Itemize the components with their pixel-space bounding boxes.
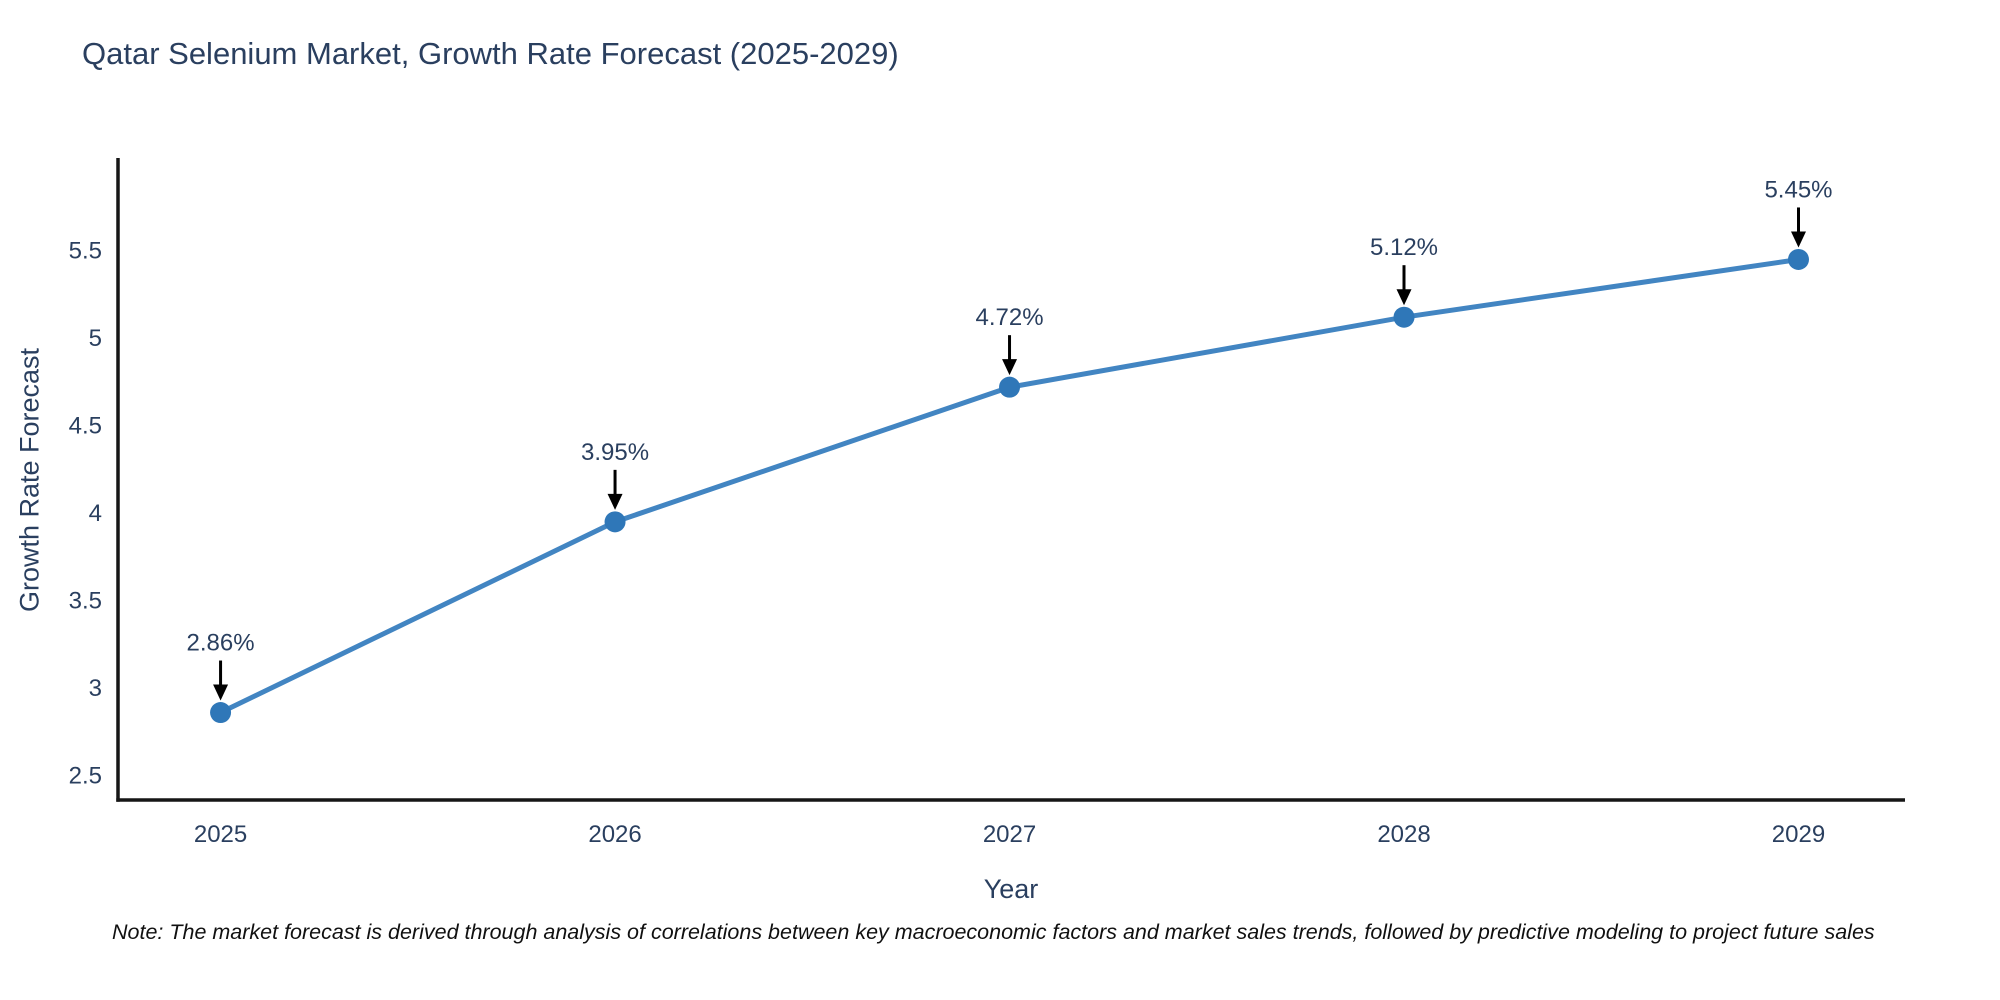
- data-point[interactable]: [210, 702, 232, 724]
- y-tick-label: 3.5: [69, 588, 102, 615]
- point-label: 5.12%: [1370, 234, 1438, 261]
- footnote: Note: The market forecast is derived thr…: [112, 920, 1875, 944]
- point-label: 3.95%: [581, 439, 649, 466]
- annotation-arrowhead: [1790, 231, 1806, 248]
- data-point[interactable]: [604, 511, 626, 533]
- y-tick-label: 5.5: [69, 238, 102, 265]
- data-point[interactable]: [1393, 306, 1415, 328]
- x-tick-label: 2025: [194, 821, 247, 848]
- point-label: 4.72%: [975, 304, 1043, 331]
- x-axis-title: Year: [983, 874, 1039, 904]
- data-point[interactable]: [1787, 248, 1809, 270]
- annotation-arrowhead: [1002, 359, 1018, 376]
- y-tick-label: 5: [89, 325, 102, 352]
- x-tick-label: 2028: [1377, 821, 1430, 848]
- point-label: 5.45%: [1764, 176, 1832, 203]
- y-tick-label: 2.5: [69, 763, 102, 790]
- annotation-arrowhead: [1396, 289, 1412, 306]
- chart-title: Qatar Selenium Market, Growth Rate Forec…: [82, 36, 899, 71]
- x-tick-label: 2026: [588, 821, 641, 848]
- point-label: 2.86%: [187, 630, 255, 657]
- y-tick-label: 3: [89, 675, 102, 702]
- x-tick-label: 2029: [1772, 821, 1825, 848]
- annotation-arrowhead: [607, 493, 623, 510]
- y-tick-label: 4: [89, 500, 102, 527]
- y-tick-label: 4.5: [69, 413, 102, 440]
- data-point[interactable]: [999, 376, 1021, 398]
- x-tick-label: 2027: [983, 821, 1036, 848]
- annotation-arrowhead: [213, 684, 229, 701]
